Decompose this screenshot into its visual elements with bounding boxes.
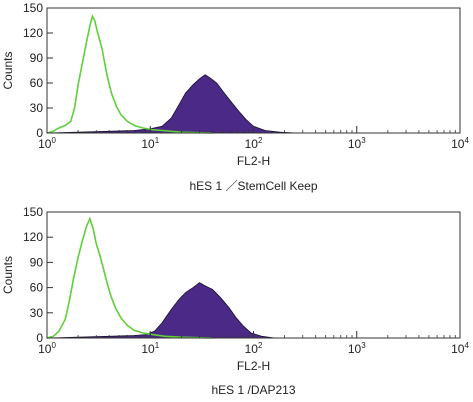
- x-axis-label: FL2-H: [237, 359, 270, 373]
- histogram-series-filled: [46, 282, 275, 339]
- y-tick-label: 150: [23, 205, 43, 219]
- y-tick-label: 90: [30, 255, 44, 269]
- y-tick-label: 30: [30, 101, 44, 115]
- plot-frame: [46, 7, 461, 134]
- x-tick-label: 101: [141, 136, 159, 151]
- y-tick-label: 60: [30, 76, 44, 90]
- y-tick-label: 0: [36, 331, 43, 345]
- x-tick-label: 104: [451, 341, 469, 356]
- x-tick-label: 102: [245, 341, 263, 356]
- x-tick-label: 104: [451, 136, 469, 151]
- y-tick-label: 90: [30, 51, 44, 65]
- x-axis-label: FL2-H: [237, 154, 270, 168]
- x-tick-label: 102: [245, 136, 263, 151]
- plot-frame: [46, 211, 461, 339]
- y-tick-label: 120: [23, 230, 43, 244]
- y-tick-label: 30: [30, 306, 44, 320]
- y-tick-label: 60: [30, 281, 44, 295]
- x-tick-label: 103: [348, 341, 366, 356]
- histogram-series-outline: [46, 14, 213, 134]
- y-tick-label: 150: [23, 1, 43, 15]
- histogram-panel-1: 0 30 60 90 120 150 100 101 102 103 104 FL2-H Counts h…: [1, 1, 469, 193]
- y-axis-label: Counts: [1, 51, 15, 89]
- x-tick-label: 100: [38, 136, 56, 151]
- y-axis-label: Counts: [1, 256, 15, 294]
- histogram-series-filled: [46, 74, 297, 134]
- chart-caption: hES 1 /DAP213: [211, 383, 295, 397]
- x-tick-label: 103: [348, 136, 366, 151]
- y-tick-label: 120: [23, 26, 43, 40]
- histogram-panel-2: 0 30 60 90 120 150 100 101 102 103 104 FL2-H Counts h…: [1, 205, 469, 397]
- x-tick-label: 101: [141, 341, 159, 356]
- x-tick-label: 100: [38, 341, 56, 356]
- chart-caption: hES 1 ／StemCell Keep: [189, 179, 317, 193]
- y-tick-label: 0: [36, 126, 43, 140]
- histogram-series-outline: [46, 216, 213, 339]
